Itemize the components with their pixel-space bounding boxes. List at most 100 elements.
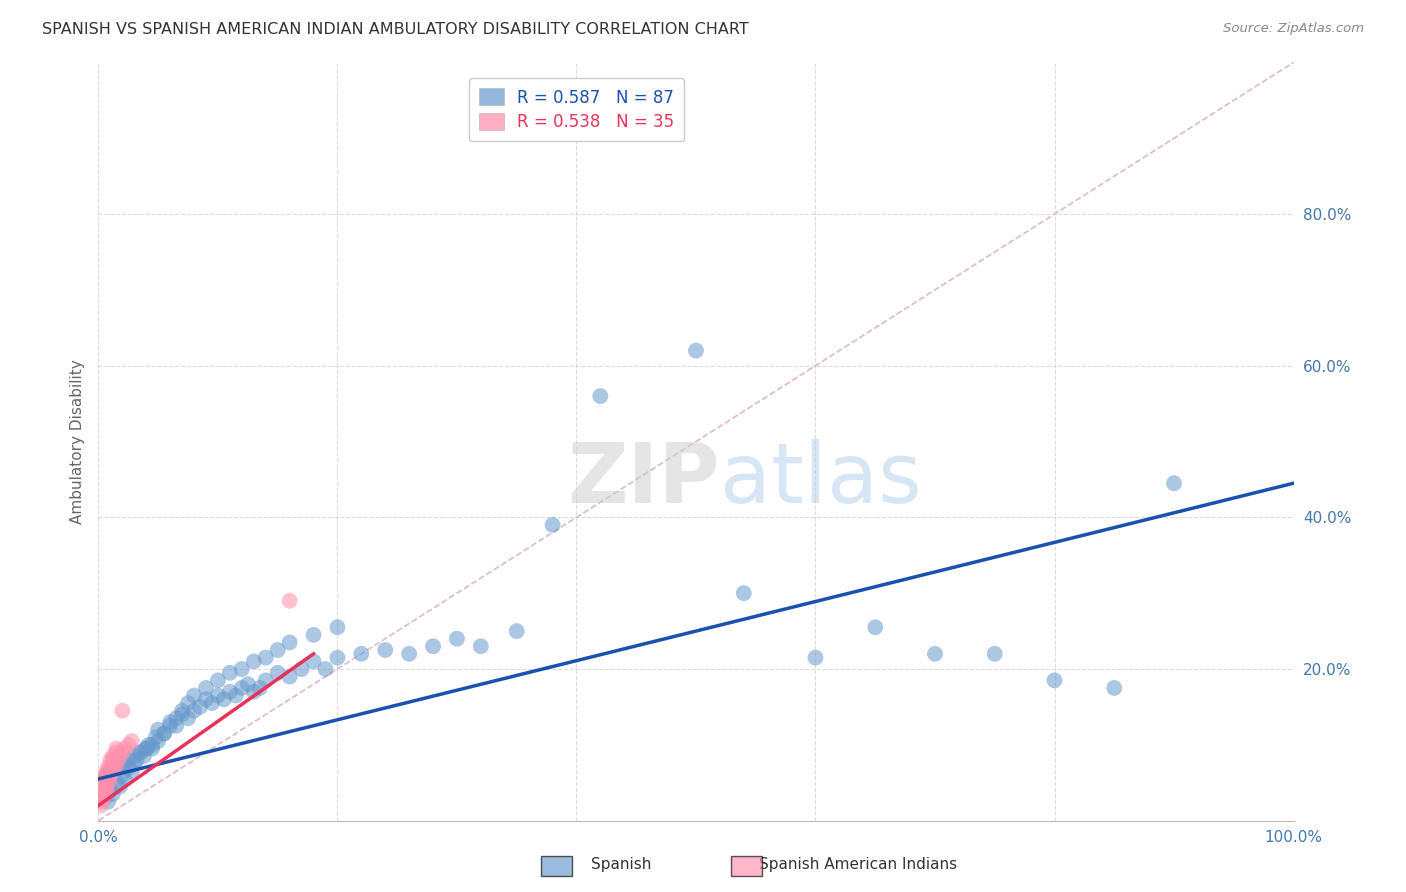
Point bbox=[172, 704, 194, 718]
Point bbox=[141, 741, 163, 756]
Point bbox=[96, 780, 118, 794]
Point bbox=[350, 647, 373, 661]
Point bbox=[93, 772, 115, 786]
Point bbox=[105, 741, 128, 756]
Text: SPANISH VS SPANISH AMERICAN INDIAN AMBULATORY DISABILITY CORRELATION CHART: SPANISH VS SPANISH AMERICAN INDIAN AMBUL… bbox=[42, 22, 749, 37]
Y-axis label: Ambulatory Disability: Ambulatory Disability bbox=[69, 359, 84, 524]
Point bbox=[105, 776, 128, 790]
Point bbox=[1043, 673, 1066, 688]
Point bbox=[470, 639, 492, 653]
Text: Spanish: Spanish bbox=[591, 857, 651, 872]
Text: Spanish American Indians: Spanish American Indians bbox=[759, 857, 957, 872]
Point bbox=[125, 753, 148, 767]
Point bbox=[153, 726, 176, 740]
Point bbox=[117, 738, 139, 752]
Point bbox=[243, 655, 266, 669]
Point bbox=[117, 760, 139, 774]
Point bbox=[254, 673, 277, 688]
Point bbox=[165, 719, 187, 733]
Point bbox=[302, 655, 325, 669]
Point bbox=[326, 650, 349, 665]
Point bbox=[105, 746, 128, 760]
Text: atlas: atlas bbox=[720, 439, 921, 520]
Point bbox=[195, 681, 218, 695]
Point bbox=[249, 681, 271, 695]
Point bbox=[111, 756, 134, 771]
Point bbox=[278, 669, 301, 683]
Point bbox=[105, 760, 128, 774]
Point bbox=[101, 753, 124, 767]
Point bbox=[90, 791, 112, 805]
Point bbox=[114, 741, 136, 756]
Point bbox=[804, 650, 827, 665]
Point bbox=[243, 685, 266, 699]
Point bbox=[141, 738, 163, 752]
Point bbox=[302, 628, 325, 642]
Point bbox=[541, 517, 564, 532]
Point bbox=[254, 650, 277, 665]
Point bbox=[91, 795, 114, 809]
Text: Source: ZipAtlas.com: Source: ZipAtlas.com bbox=[1223, 22, 1364, 36]
Point bbox=[107, 753, 129, 767]
Point bbox=[98, 772, 121, 786]
Text: ZIP: ZIP bbox=[568, 439, 720, 520]
Point bbox=[90, 776, 112, 790]
Point bbox=[111, 704, 134, 718]
Point bbox=[97, 768, 120, 782]
Point bbox=[207, 689, 229, 703]
Point bbox=[108, 749, 131, 764]
Point bbox=[183, 689, 205, 703]
Point bbox=[1104, 681, 1126, 695]
Point bbox=[589, 389, 612, 403]
Point bbox=[121, 764, 143, 779]
Point bbox=[97, 795, 120, 809]
Point bbox=[733, 586, 755, 600]
Point bbox=[207, 673, 229, 688]
Point bbox=[145, 730, 167, 744]
Point bbox=[135, 741, 157, 756]
Point bbox=[97, 760, 120, 774]
Point bbox=[91, 791, 114, 805]
Point bbox=[104, 760, 127, 774]
Point bbox=[98, 764, 122, 779]
Point bbox=[231, 662, 253, 676]
Point bbox=[188, 699, 211, 714]
Point bbox=[219, 685, 242, 699]
Point bbox=[105, 756, 128, 771]
Point bbox=[91, 783, 114, 797]
Point bbox=[124, 749, 146, 764]
Point bbox=[924, 647, 946, 661]
Point bbox=[201, 696, 224, 710]
Point bbox=[865, 620, 887, 634]
Point bbox=[177, 696, 200, 710]
Point bbox=[94, 783, 117, 797]
Point bbox=[183, 704, 205, 718]
Point bbox=[278, 594, 301, 608]
Point bbox=[129, 746, 152, 760]
Point bbox=[278, 635, 301, 649]
Point bbox=[90, 798, 112, 813]
Point bbox=[98, 768, 122, 782]
Point bbox=[398, 647, 420, 661]
Point bbox=[132, 749, 155, 764]
Point bbox=[135, 741, 157, 756]
Legend: R = 0.587   N = 87, R = 0.538   N = 35: R = 0.587 N = 87, R = 0.538 N = 35 bbox=[468, 78, 685, 141]
Point bbox=[153, 726, 176, 740]
Point bbox=[326, 620, 349, 634]
Point bbox=[117, 753, 139, 767]
Point bbox=[108, 780, 131, 794]
Point bbox=[91, 772, 114, 786]
Point bbox=[93, 791, 115, 805]
Point bbox=[291, 662, 314, 676]
Point bbox=[97, 776, 120, 790]
Point bbox=[231, 681, 253, 695]
Point bbox=[96, 764, 118, 779]
Point bbox=[172, 707, 194, 722]
Point bbox=[101, 764, 124, 779]
Point bbox=[267, 643, 290, 657]
Point bbox=[177, 711, 200, 725]
Point bbox=[93, 768, 115, 782]
Point bbox=[422, 639, 444, 653]
Point bbox=[315, 662, 337, 676]
Point bbox=[374, 643, 396, 657]
